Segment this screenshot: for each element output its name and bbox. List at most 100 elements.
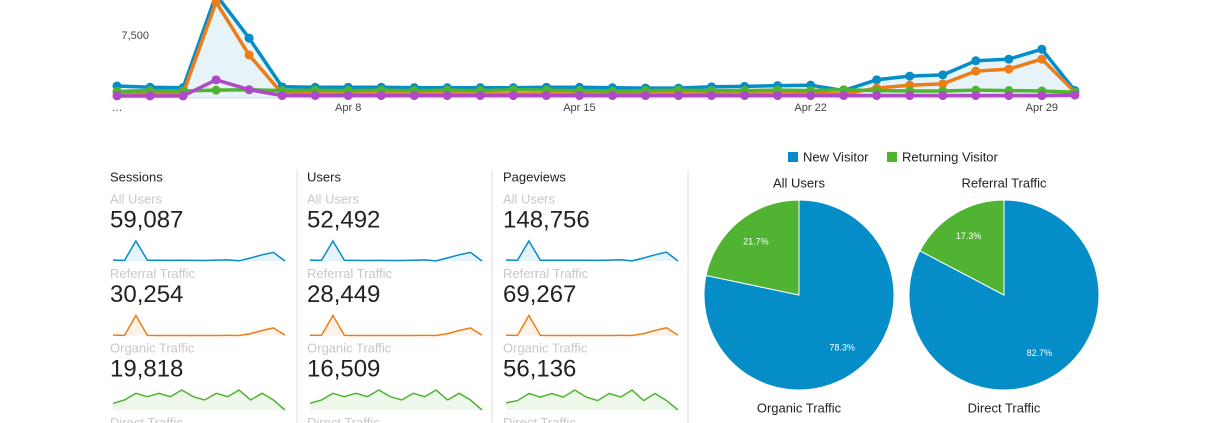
metric-value: 56,136 — [503, 355, 576, 382]
data-point — [971, 91, 981, 101]
data-point — [640, 91, 650, 101]
segment-label: Organic Traffic — [307, 340, 392, 355]
data-point — [674, 91, 684, 101]
sparkline — [505, 239, 679, 262]
data-point — [277, 91, 287, 101]
segment-label: Organic Traffic — [503, 340, 588, 355]
metric-value: 69,267 — [503, 281, 576, 308]
sparkline — [309, 389, 483, 411]
sparkline-area — [113, 315, 285, 336]
segment-label: Referral Traffic — [307, 266, 393, 281]
segment-label: Referral Traffic — [503, 266, 589, 281]
data-point — [442, 91, 452, 101]
sparkline-area — [113, 390, 285, 410]
sparkline-area — [506, 315, 678, 336]
data-point — [343, 91, 353, 101]
x-tick-label: … — [112, 102, 123, 114]
segment-label: All Users — [307, 191, 360, 206]
data-point — [376, 91, 386, 101]
data-point — [1037, 91, 1047, 101]
data-point — [211, 85, 221, 95]
data-point — [1037, 54, 1047, 64]
pie-value-label: 21.7% — [743, 236, 769, 246]
metric-title: Pageviews — [503, 169, 566, 184]
data-point — [211, 0, 221, 7]
x-tick-label: Apr 22 — [794, 102, 826, 114]
sparkline-area — [113, 241, 285, 261]
segment-label: Referral Traffic — [110, 266, 196, 281]
sparkline-area — [506, 390, 678, 410]
segment-label: Direct Traffic — [110, 415, 183, 423]
data-point — [1004, 54, 1014, 64]
segment-label: Direct Traffic — [307, 415, 380, 423]
pie-title: All Users — [773, 175, 826, 190]
data-point — [211, 75, 221, 85]
series-line — [117, 78, 1075, 98]
data-point — [145, 91, 155, 101]
data-point — [409, 91, 419, 101]
series-line — [116, 87, 1075, 94]
sparkline-area — [310, 241, 482, 261]
data-point — [541, 91, 551, 101]
sparkline-area — [506, 241, 678, 261]
data-point — [310, 91, 320, 101]
data-point — [1037, 44, 1047, 54]
data-point — [244, 33, 254, 43]
data-point — [1004, 91, 1014, 101]
data-point — [178, 91, 188, 101]
pie-slice — [919, 199, 1005, 296]
data-point — [971, 56, 981, 66]
metric-title: Sessions — [110, 169, 163, 184]
legend-label: Returning Visitor — [902, 149, 999, 164]
segment-label: Organic Traffic — [110, 340, 195, 355]
data-point — [740, 91, 750, 101]
sparkline — [309, 313, 483, 337]
sparkline — [505, 313, 679, 337]
metric-value: 59,087 — [110, 206, 183, 233]
data-point — [938, 91, 948, 101]
data-point — [938, 70, 948, 80]
metric-value: 19,818 — [110, 355, 183, 382]
sparkline — [112, 313, 286, 337]
data-point — [112, 91, 122, 101]
data-point — [971, 66, 981, 76]
pie-title: Referral Traffic — [961, 175, 1047, 190]
data-point — [773, 91, 783, 101]
pie-title: Direct Traffic — [968, 400, 1041, 415]
sparkline — [505, 389, 679, 411]
x-tick-label: Apr 29 — [1026, 102, 1058, 114]
sparkline-area — [310, 315, 482, 336]
x-tick-label: Apr 15 — [563, 102, 595, 114]
sparkline — [112, 239, 286, 262]
sparkline — [112, 389, 286, 411]
sparkline — [309, 239, 483, 262]
pie-value-label: 17.3% — [956, 231, 982, 241]
data-point — [244, 85, 254, 95]
series-line — [116, 0, 1077, 93]
data-point — [872, 75, 882, 85]
data-point — [806, 91, 816, 101]
segment-label: All Users — [110, 191, 163, 206]
metric-value: 148,756 — [503, 206, 590, 233]
data-point — [244, 50, 254, 60]
data-point — [872, 91, 882, 101]
metric-value: 52,492 — [307, 206, 380, 233]
legend-swatch — [788, 152, 798, 162]
data-point — [905, 91, 915, 101]
data-point — [839, 91, 849, 101]
segment-label: All Users — [503, 191, 556, 206]
data-point — [607, 91, 617, 101]
data-point — [707, 91, 717, 101]
segment-label: Direct Traffic — [503, 415, 576, 423]
metric-title: Users — [307, 169, 341, 184]
data-point — [1004, 64, 1014, 74]
legend-swatch — [887, 152, 897, 162]
data-point — [1070, 90, 1080, 100]
metric-value: 16,509 — [307, 355, 380, 382]
data-point — [905, 71, 915, 81]
x-tick-label: Apr 8 — [335, 102, 361, 114]
data-point — [508, 91, 518, 101]
pie-value-label: 82.7% — [1027, 348, 1053, 358]
metric-value: 28,449 — [307, 281, 380, 308]
